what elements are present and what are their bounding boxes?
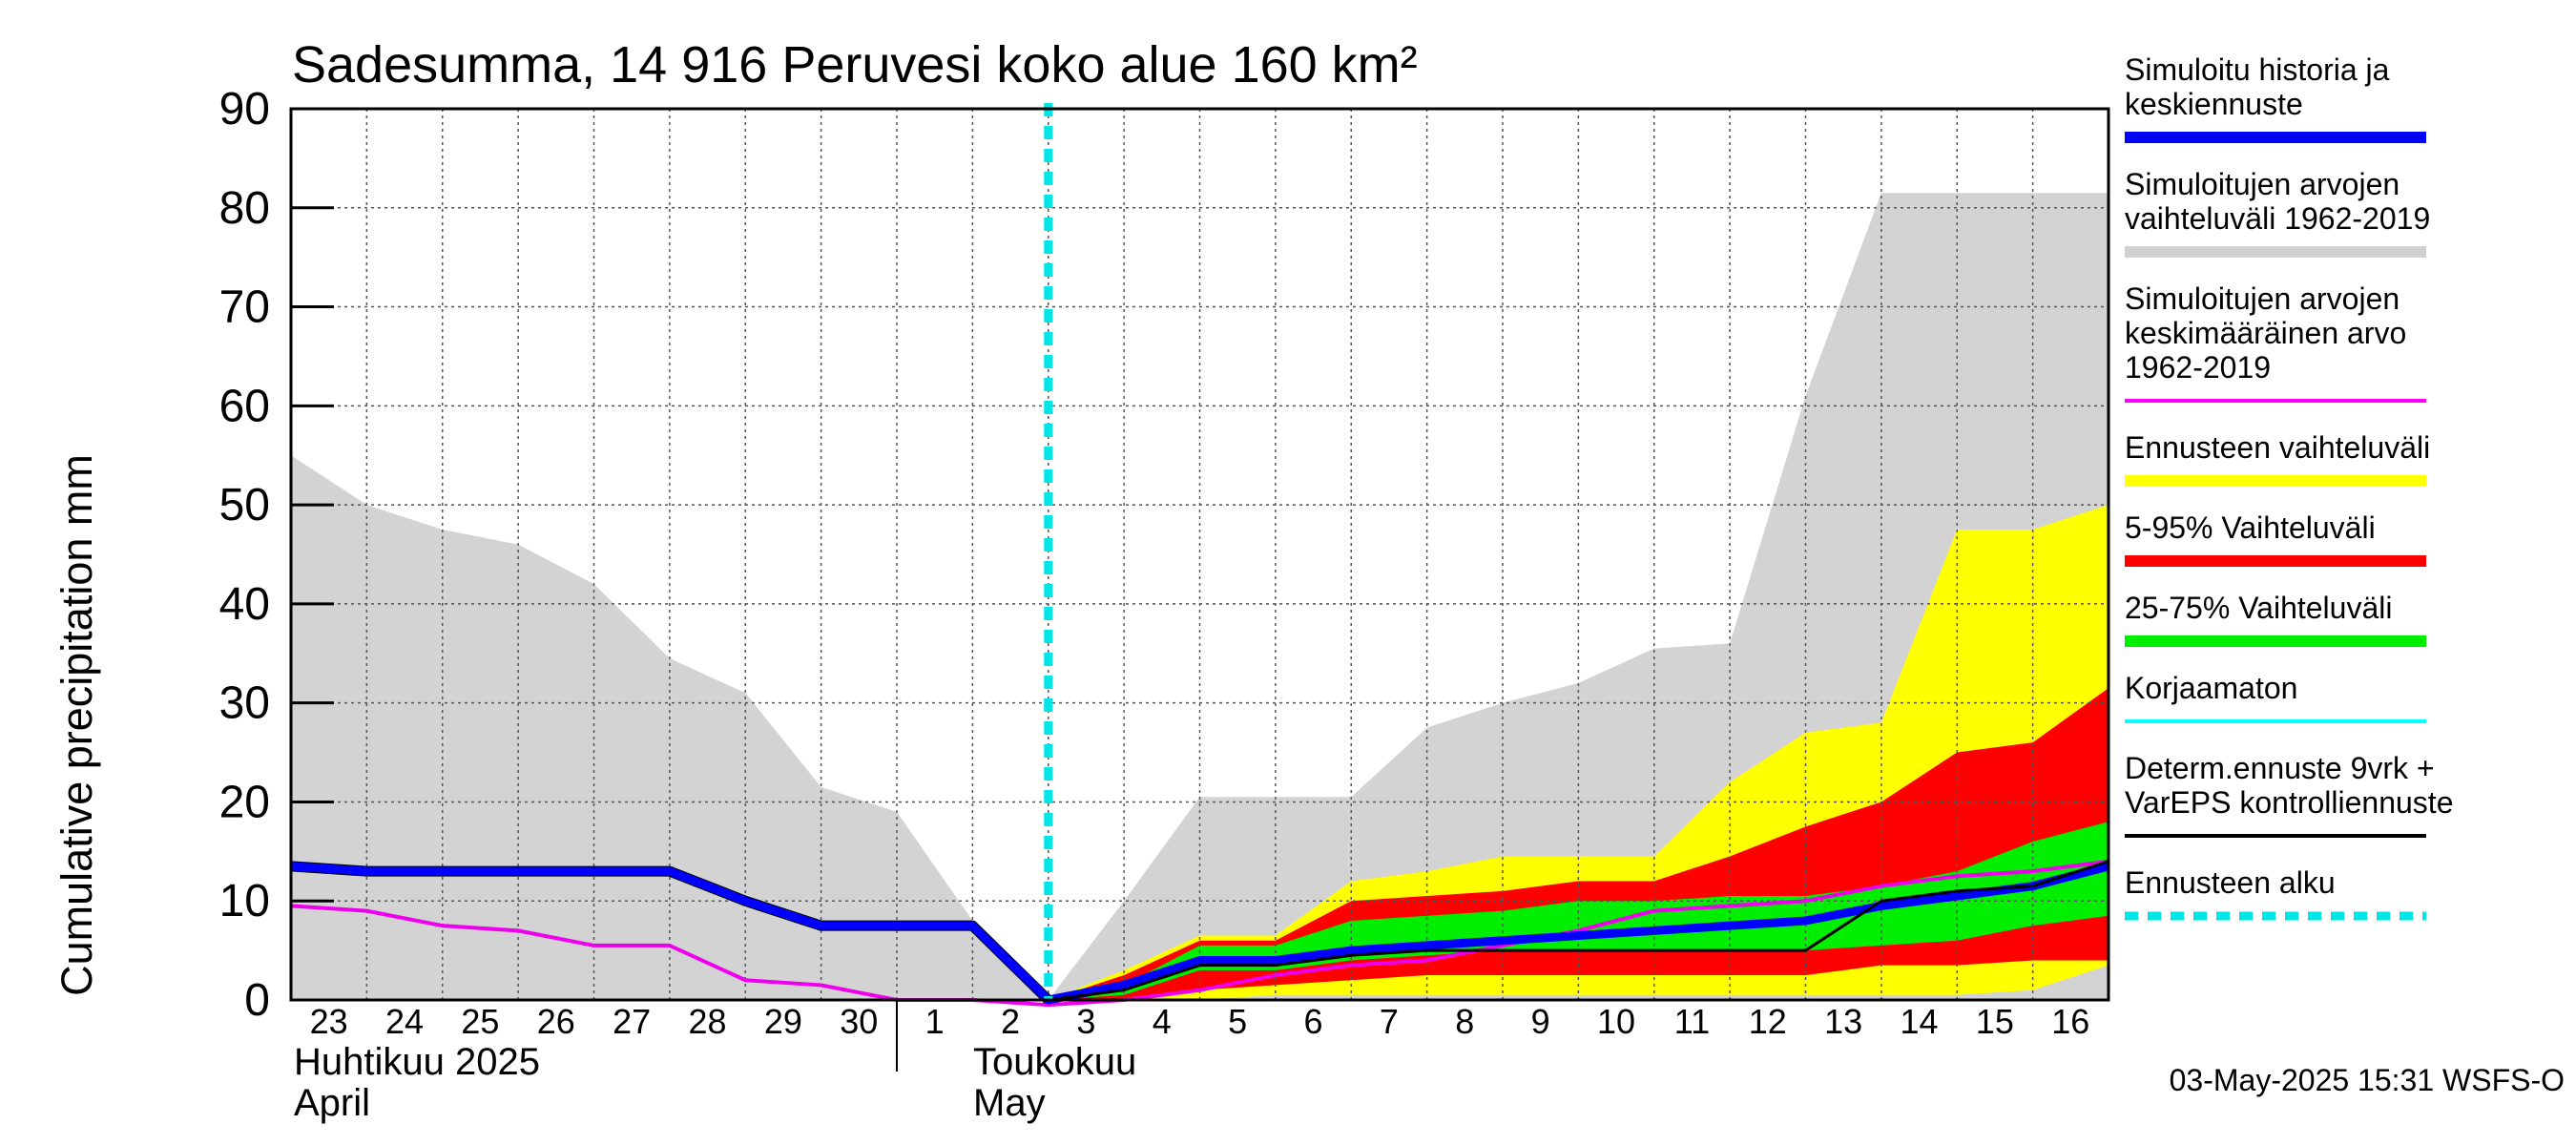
legend-label: Ennusteen alku: [2125, 865, 2336, 900]
legend-label: keskimääräinen arvo: [2125, 316, 2406, 350]
x-tick-label: 14: [1901, 1002, 1939, 1041]
x-tick-label: 11: [1674, 1002, 1710, 1041]
legend-label: Determ.ennuste 9vrk +: [2125, 751, 2435, 785]
plot-area: [290, 103, 2110, 1008]
determ-forecast-line: [1048, 860, 2109, 1002]
x-tick-label: 24: [385, 1002, 424, 1041]
x-tick-label: 29: [764, 1002, 802, 1041]
x-tick-label: 1: [925, 1002, 945, 1041]
x-tick-label: 30: [840, 1002, 878, 1041]
y-tick-label: 30: [219, 678, 270, 729]
x-tick-label: 15: [1976, 1002, 2014, 1041]
legend-label: Simuloitu historia ja: [2125, 52, 2390, 87]
y-tick-label: 50: [219, 480, 270, 531]
y-tick-label: 0: [244, 975, 270, 1026]
legend-label: Simuloitujen arvojen: [2125, 281, 2399, 316]
legend-label: 5-95% Vaihteluväli: [2125, 510, 2376, 545]
y-tick-label: 80: [219, 183, 270, 234]
x-tick-label: 16: [2051, 1002, 2089, 1041]
x-tick-label: 5: [1228, 1002, 1247, 1041]
y-tick-label: 20: [219, 777, 270, 827]
legend-label: Simuloitujen arvojen: [2125, 167, 2399, 201]
legend-label: 1962-2019: [2125, 350, 2271, 385]
legend-label: keskiennuste: [2125, 87, 2303, 121]
y-tick-label: 10: [219, 876, 270, 926]
chart-title: Sadesumma, 14 916 Peruvesi koko alue 160…: [292, 36, 1418, 94]
footer-timestamp: 03-May-2025 15:31 WSFS-O: [2170, 1063, 2565, 1097]
y-tick-label: 90: [219, 84, 270, 135]
legend-label: vaihteluväli 1962-2019: [2125, 201, 2430, 236]
month-label-may-fi: Toukokuu: [973, 1041, 1136, 1083]
plot-frame: [289, 107, 2110, 1002]
x-tick-label: 27: [613, 1002, 651, 1041]
x-tick-label: 23: [310, 1002, 348, 1041]
x-tick-label: 12: [1749, 1002, 1787, 1041]
month-label-april-fi: Huhtikuu 2025: [294, 1041, 540, 1083]
x-tick-label: 9: [1531, 1002, 1550, 1041]
month-label-may-en: May: [973, 1082, 1046, 1124]
x-tick-label: 6: [1304, 1002, 1323, 1041]
y-axis-label: Cumulative precipitation mm: [52, 454, 101, 996]
legend-label: Korjaamaton: [2125, 671, 2297, 705]
y-tick-label: 70: [219, 282, 270, 333]
mean-1962-2019-line: [290, 859, 2109, 1008]
x-tick-label: 2: [1001, 1002, 1020, 1041]
x-tick-label: 7: [1380, 1002, 1399, 1041]
x-tick-label: 25: [461, 1002, 499, 1041]
y-tick-label: 60: [219, 381, 270, 431]
y-tick-label: 40: [219, 579, 270, 630]
x-tick-label: 10: [1597, 1002, 1635, 1041]
x-tick-label: 13: [1824, 1002, 1862, 1041]
month-label-april-en: April: [294, 1082, 370, 1124]
x-tick-label: 3: [1076, 1002, 1095, 1041]
x-tick-label: 8: [1455, 1002, 1474, 1041]
x-tick-label: 4: [1153, 1002, 1172, 1041]
x-tick-label: 28: [689, 1002, 727, 1041]
simulated-history-line: [290, 862, 2110, 1005]
legend-label: VarEPS kontrolliennuste: [2125, 785, 2453, 820]
x-tick-label: 26: [537, 1002, 575, 1041]
legend-label: 25-75% Vaihteluväli: [2125, 591, 2392, 625]
legend-label: Ennusteen vaihteluväli: [2125, 430, 2430, 465]
